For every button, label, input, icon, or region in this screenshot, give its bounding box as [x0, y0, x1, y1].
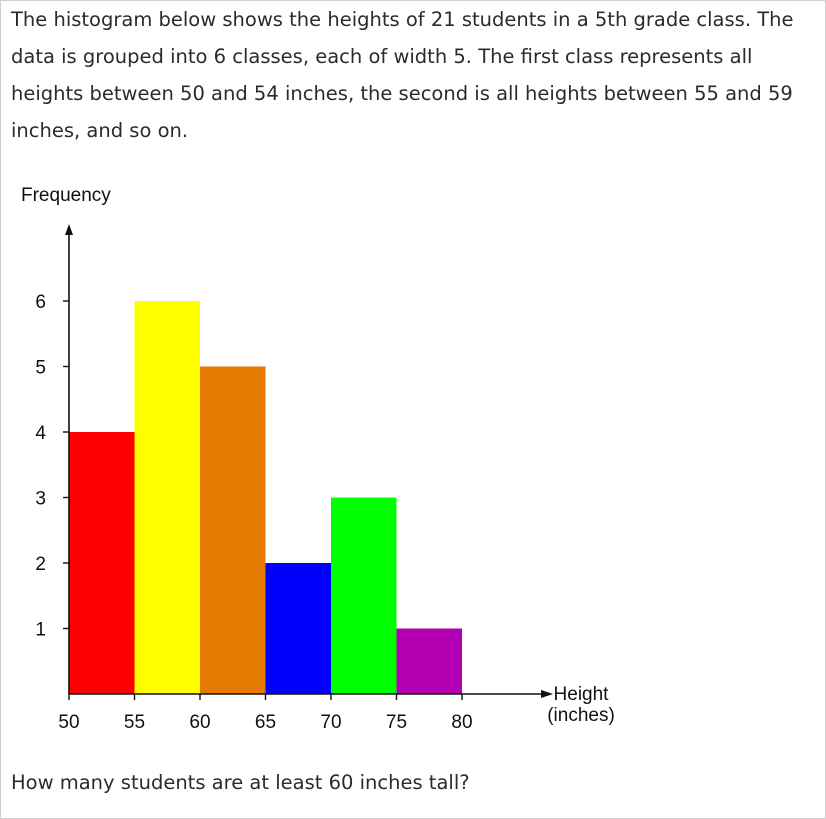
y-axis-title: Frequency — [21, 185, 111, 206]
x-axis-title-line-2: (inches) — [547, 705, 615, 726]
x-tick-label-80: 80 — [451, 712, 472, 733]
axes-group — [63, 224, 553, 700]
bar-group — [69, 301, 462, 694]
histogram-bar-70-75 — [331, 497, 397, 694]
x-tick-label-65: 65 — [255, 712, 276, 733]
histogram-chart: Frequency 50 55 60 65 70 75 80 1 2 3 4 5 6 Height (… — [13, 171, 653, 751]
x-axis-arrow — [541, 690, 553, 698]
histogram-bar-50-55 — [69, 432, 135, 694]
y-tick-label-5: 5 — [35, 358, 46, 379]
y-axis-arrow — [65, 224, 73, 235]
y-tick-label-4: 4 — [35, 423, 46, 444]
histogram-bar-60-65 — [200, 366, 266, 694]
x-tick-labels: 50 55 60 65 70 75 80 — [58, 712, 472, 733]
y-tick-labels: 1 2 3 4 5 6 — [35, 292, 46, 641]
y-tick-label-1: 1 — [35, 620, 46, 641]
x-tick-label-70: 70 — [320, 712, 341, 733]
y-tick-label-3: 3 — [35, 489, 46, 510]
histogram-bar-65-70 — [265, 563, 331, 694]
question-paragraph: How many students are at least 60 inches… — [11, 771, 470, 794]
x-axis-title-line-1: Height — [554, 684, 610, 705]
x-tick-label-60: 60 — [189, 712, 210, 733]
y-tick-label-6: 6 — [35, 292, 46, 313]
x-tick-label-50: 50 — [58, 712, 79, 733]
histogram-bar-75-80 — [396, 628, 462, 694]
intro-paragraph: The histogram below shows the heights of… — [11, 8, 794, 142]
y-tick-label-2: 2 — [35, 554, 46, 575]
x-tick-label-75: 75 — [386, 712, 407, 733]
x-tick-label-55: 55 — [124, 712, 145, 733]
histogram-svg: Frequency 50 55 60 65 70 75 80 1 2 3 4 5 6 Height (… — [13, 171, 653, 751]
histogram-bar-55-60 — [134, 301, 200, 694]
